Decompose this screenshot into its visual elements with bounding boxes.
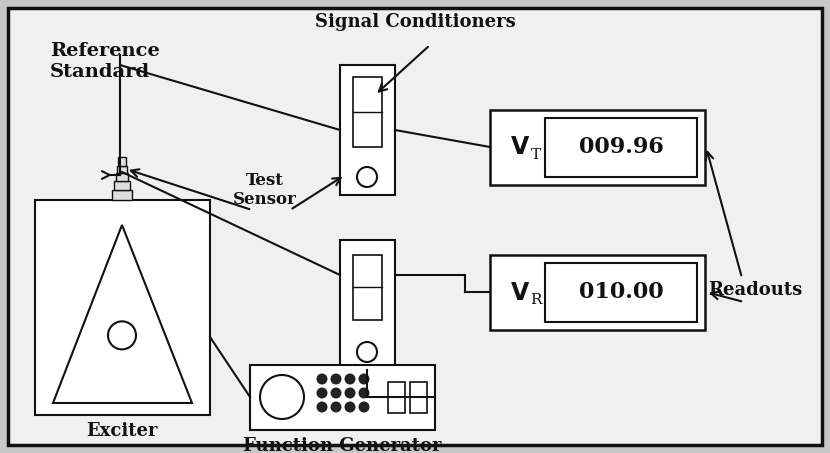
Circle shape <box>359 374 369 385</box>
Circle shape <box>330 374 341 385</box>
Circle shape <box>316 401 328 413</box>
Bar <box>250 365 435 430</box>
Text: 010.00: 010.00 <box>579 281 663 303</box>
Circle shape <box>260 375 304 419</box>
Circle shape <box>316 387 328 399</box>
Bar <box>340 65 395 195</box>
Circle shape <box>357 342 377 362</box>
Text: $\mathbf{V}$: $\mathbf{V}$ <box>510 136 530 159</box>
Text: 009.96: 009.96 <box>579 136 663 158</box>
Text: Reference
Standard: Reference Standard <box>50 42 159 81</box>
Text: Test
Sensor: Test Sensor <box>233 172 297 208</box>
Circle shape <box>359 401 369 413</box>
Bar <box>388 382 405 413</box>
Bar <box>112 190 132 200</box>
Text: Function Generator: Function Generator <box>242 437 442 453</box>
Bar <box>340 240 395 370</box>
Text: $\mathbf{V}$: $\mathbf{V}$ <box>510 281 530 304</box>
Circle shape <box>344 401 355 413</box>
Bar <box>116 173 128 181</box>
Circle shape <box>357 167 377 187</box>
Bar <box>353 255 382 320</box>
Bar <box>490 255 705 330</box>
Circle shape <box>330 387 341 399</box>
Circle shape <box>316 374 328 385</box>
Bar <box>114 181 130 190</box>
Circle shape <box>344 387 355 399</box>
Bar <box>410 382 427 413</box>
Bar <box>117 166 127 173</box>
Text: Exciter: Exciter <box>86 422 158 440</box>
Bar <box>353 77 382 147</box>
Circle shape <box>344 374 355 385</box>
Bar <box>545 118 697 177</box>
Text: R: R <box>530 293 542 307</box>
Bar <box>118 157 126 166</box>
Bar <box>545 263 697 322</box>
Polygon shape <box>53 225 192 403</box>
Bar <box>490 110 705 185</box>
Text: Readouts: Readouts <box>708 281 802 299</box>
Text: T: T <box>531 148 541 162</box>
Circle shape <box>359 387 369 399</box>
Circle shape <box>108 321 136 349</box>
Text: Signal Conditioners: Signal Conditioners <box>315 13 515 31</box>
Circle shape <box>330 401 341 413</box>
Bar <box>35 200 210 415</box>
